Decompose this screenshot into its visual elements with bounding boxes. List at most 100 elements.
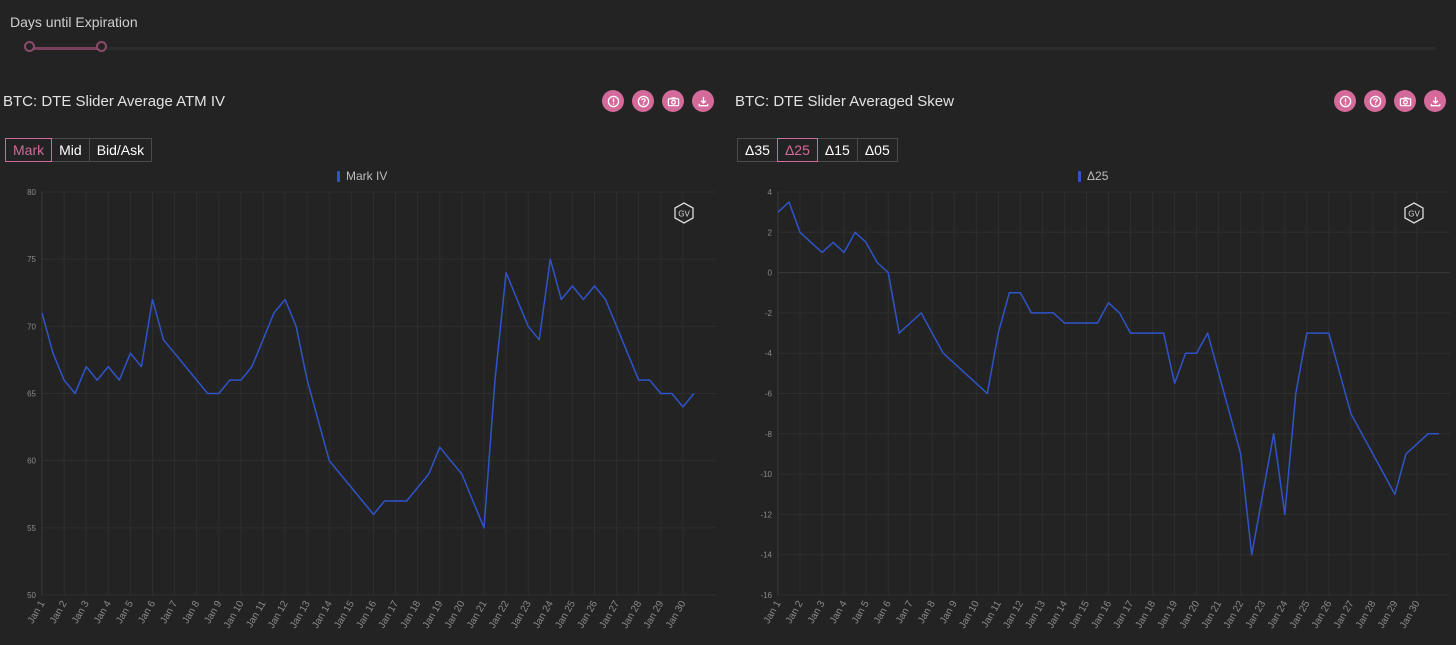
x-tick-label: Jan 20 [443, 599, 468, 631]
mid-button[interactable]: Mid [51, 138, 90, 162]
x-tick-label: Jan 16 [355, 599, 380, 631]
x-tick-label: Jan 5 [850, 599, 872, 626]
x-tick-label: Jan 17 [377, 599, 402, 631]
x-tick-label: Jan 24 [1266, 599, 1291, 631]
panel-toolbar [1334, 90, 1446, 112]
x-tick-label: Jan 15 [1068, 599, 1093, 631]
delta-25-button[interactable]: Δ25 [776, 138, 818, 162]
y-tick-label: 75 [27, 255, 36, 264]
delta-05-button[interactable]: Δ05 [856, 138, 898, 162]
panel-title: BTC: DTE Slider Average ATM IV [3, 93, 226, 110]
x-tick-label: Jan 26 [1310, 599, 1335, 631]
y-tick-label: 4 [768, 188, 773, 197]
x-tick-label: Jan 13 [288, 599, 313, 631]
camera-icon[interactable] [662, 90, 684, 112]
x-tick-label: Jan 18 [399, 599, 424, 631]
legend-swatch [337, 170, 340, 182]
series-line-0 [777, 201, 1439, 556]
y-tick-label: 2 [768, 228, 773, 237]
slider-handle-min[interactable] [24, 41, 35, 52]
y-tick-label: -6 [765, 390, 773, 399]
y-tick-label: -12 [760, 510, 772, 519]
x-tick-label: Jan 18 [1134, 599, 1159, 631]
x-tick-label: Jan 23 [1244, 599, 1269, 631]
x-tick-label: Jan 23 [509, 599, 534, 631]
x-tick-label: Jan 27 [598, 599, 623, 631]
x-tick-label: Jan 29 [1376, 599, 1401, 631]
x-tick-label: Jan 1 [762, 599, 784, 626]
x-tick-label: Jan 2 [48, 599, 70, 626]
slider-range-fill [30, 47, 102, 50]
gv-logo-text: GV [678, 210, 690, 219]
x-tick-label: Jan 8 [181, 599, 203, 626]
x-tick-label: Jan 1 [26, 599, 48, 626]
y-tick-label: -8 [765, 430, 773, 439]
bid-ask-button[interactable]: Bid/Ask [88, 138, 153, 162]
x-tick-label: Jan 17 [1112, 599, 1137, 631]
x-tick-label: Jan 10 [222, 599, 247, 631]
x-tick-label: Jan 4 [828, 599, 850, 626]
panel-title: BTC: DTE Slider Averaged Skew [735, 93, 954, 110]
info-icon[interactable] [1334, 90, 1356, 112]
days-until-expiration-label: Days until Expiration [10, 14, 138, 30]
help-icon[interactable] [632, 90, 654, 112]
x-tick-label: Jan 9 [203, 599, 225, 626]
x-tick-label: Jan 4 [92, 599, 114, 626]
x-tick-label: Jan 19 [421, 599, 446, 631]
x-tick-label: Jan 5 [114, 599, 136, 626]
x-tick-label: Jan 29 [642, 599, 667, 631]
series-line-0 [41, 258, 695, 529]
x-tick-label: Jan 13 [1023, 599, 1048, 631]
gv-logo-icon: GV [1403, 202, 1425, 224]
slider-track[interactable] [30, 47, 1436, 50]
legend-label: Δ25 [1087, 169, 1109, 183]
x-tick-label: Jan 7 [158, 599, 180, 626]
x-tick-label: Jan 9 [938, 599, 960, 626]
x-tick-label: Jan 14 [1045, 599, 1070, 631]
x-tick-label: Jan 2 [784, 599, 806, 626]
x-tick-label: Jan 22 [487, 599, 512, 631]
download-icon[interactable] [692, 90, 714, 112]
y-tick-label: -14 [760, 551, 772, 560]
x-tick-label: Jan 22 [1222, 599, 1247, 631]
chart-legend[interactable]: Mark IV [337, 169, 387, 183]
y-tick-label: -2 [765, 309, 773, 318]
x-tick-label: Jan 30 [664, 599, 689, 631]
x-tick-label: Jan 21 [465, 599, 490, 631]
download-icon[interactable] [1424, 90, 1446, 112]
x-tick-label: Jan 26 [576, 599, 601, 631]
x-tick-label: Jan 12 [266, 599, 291, 631]
x-tick-label: Jan 24 [531, 599, 556, 631]
mark-button[interactable]: Mark [5, 138, 53, 162]
y-tick-label: 70 [27, 322, 36, 331]
camera-icon[interactable] [1394, 90, 1416, 112]
x-tick-label: Jan 7 [894, 599, 916, 626]
x-tick-label: Jan 8 [916, 599, 938, 626]
slider-handle-max[interactable] [96, 41, 107, 52]
chart-legend[interactable]: Δ25 [1078, 169, 1108, 183]
info-icon[interactable] [602, 90, 624, 112]
gv-logo-text: GV [1408, 210, 1420, 219]
y-tick-label: 0 [768, 269, 773, 278]
delta-15-button[interactable]: Δ15 [816, 138, 858, 162]
y-tick-label: -10 [760, 470, 772, 479]
x-tick-label: Jan 3 [806, 599, 828, 626]
y-tick-label: 55 [27, 524, 36, 533]
x-tick-label: Jan 20 [1178, 599, 1203, 631]
delta-toggle: Δ35 Δ25 Δ15 Δ05 [737, 138, 898, 162]
x-tick-label: Jan 6 [136, 599, 158, 626]
panel-toolbar [602, 90, 714, 112]
help-icon[interactable] [1364, 90, 1386, 112]
skew-panel: BTC: DTE Slider Averaged Skew Δ35 Δ25 Δ1… [732, 80, 1456, 645]
x-tick-label: Jan 15 [332, 599, 357, 631]
x-tick-label: Jan 25 [553, 599, 578, 631]
x-tick-label: Jan 21 [1200, 599, 1225, 631]
x-tick-label: Jan 3 [70, 599, 92, 626]
y-tick-label: 80 [27, 188, 36, 197]
y-tick-label: -4 [765, 349, 773, 358]
y-tick-label: 60 [27, 457, 36, 466]
legend-swatch [1078, 170, 1081, 182]
x-tick-label: Jan 25 [1288, 599, 1313, 631]
